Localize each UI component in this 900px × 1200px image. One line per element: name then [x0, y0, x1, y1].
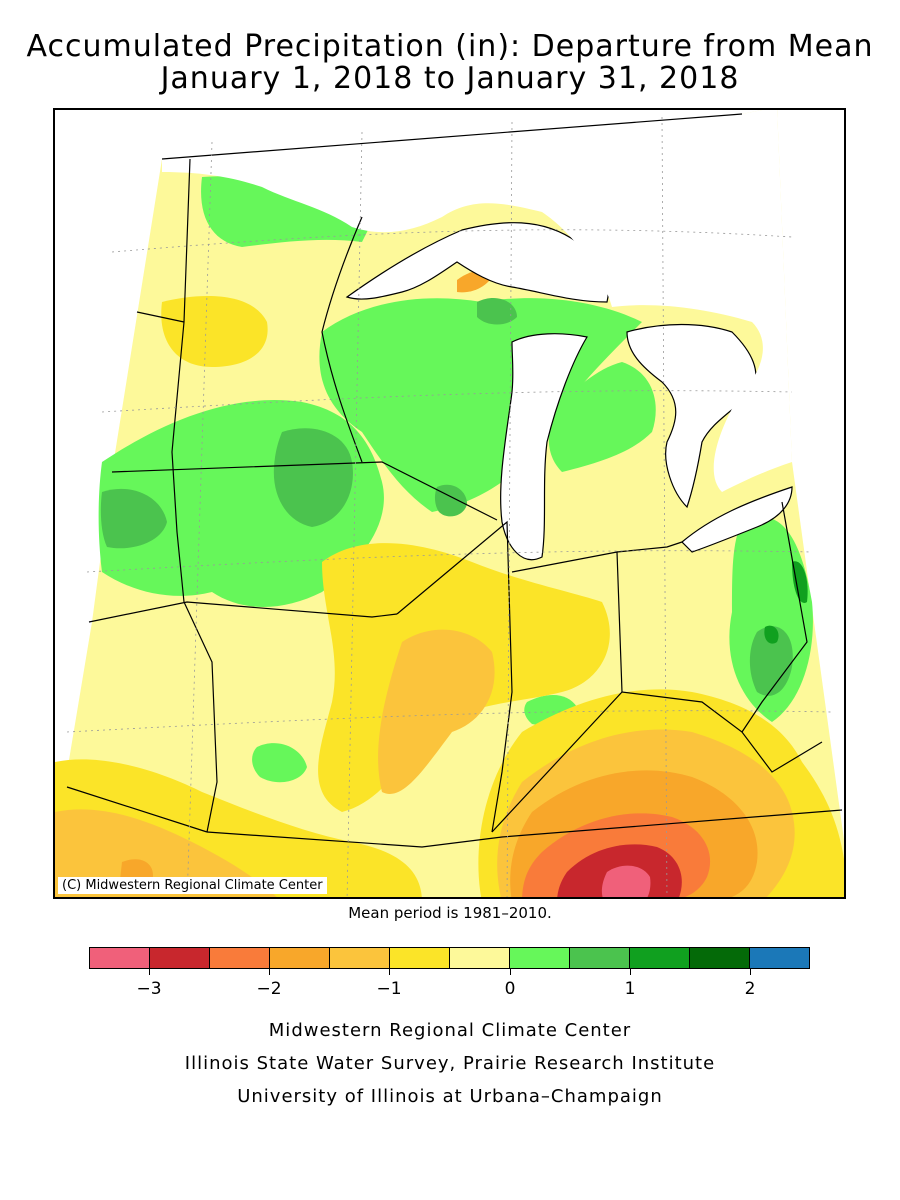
copyright-label: (C) Midwestern Regional Climate Center [58, 877, 327, 894]
legend-tick-label: −2 [256, 979, 282, 999]
dry-area-north-dakota [161, 296, 268, 367]
legend-tick [510, 969, 511, 975]
wettest-area-ohio [764, 625, 779, 644]
extreme-dry-core-tennessee [601, 865, 651, 897]
mean-period-note: Mean period is 1981–2010. [348, 904, 552, 922]
map-title: Accumulated Precipitation (in): Departur… [26, 29, 874, 64]
legend-swatch [390, 948, 450, 968]
very-wet-area-ohio [749, 626, 793, 696]
legend-swatch [450, 948, 510, 968]
legend-tick-label: 1 [624, 979, 636, 999]
legend-swatch [690, 948, 750, 968]
legend-tick-label: 2 [744, 979, 756, 999]
legend-swatch [210, 948, 270, 968]
lake-erie [681, 486, 793, 553]
wet-area-ohio [729, 516, 813, 722]
wettest-area-ohio-east [792, 561, 808, 603]
drier-area-illinois [378, 629, 495, 794]
legend-swatch [630, 948, 690, 968]
legend-tick [269, 969, 270, 975]
legend-tick [630, 969, 631, 975]
wet-area-north-minnesota [201, 176, 372, 247]
map-date-range: January 1, 2018 to January 31, 2018 [160, 61, 740, 96]
legend-tick [149, 969, 150, 975]
legend-tick-label: 0 [504, 979, 516, 999]
legend-swatch [570, 948, 630, 968]
credit-center: Midwestern Regional Climate Center [268, 1020, 632, 1041]
very-wet-area-minnesota [273, 428, 353, 527]
lake-huron [626, 323, 757, 509]
legend-tick [750, 969, 751, 975]
drier-area-southwest [55, 809, 277, 897]
color-legend: −3 −2 −1 0 1 2 [89, 947, 810, 999]
state-boundaries [66, 113, 843, 848]
wet-area-missouri [252, 743, 307, 783]
map-canvas [55, 110, 844, 897]
very-wet-area-upper-peninsula [477, 297, 517, 325]
legend-swatch [90, 948, 150, 968]
legend-swatch [750, 948, 809, 968]
legend-bar [89, 947, 810, 969]
precipitation-map: (C) Midwestern Regional Climate Center [53, 108, 846, 899]
lake-michigan [500, 333, 588, 561]
legend-swatch [510, 948, 570, 968]
legend-swatch [150, 948, 210, 968]
canada-region [162, 110, 792, 492]
wet-area-michigan [548, 362, 656, 472]
legend-tick-label: −1 [376, 979, 402, 999]
legend-swatch [330, 948, 390, 968]
lake-superior [345, 222, 609, 303]
legend-swatch [270, 948, 330, 968]
graticule [66, 116, 833, 897]
very-wet-area-iowa [100, 488, 167, 549]
credit-university: University of Illinois at Urbana–Champai… [237, 1086, 663, 1107]
legend-tick-label: −3 [136, 979, 162, 999]
legend-tick [389, 969, 390, 975]
credit-survey: Illinois State Water Survey, Prairie Res… [184, 1053, 716, 1074]
